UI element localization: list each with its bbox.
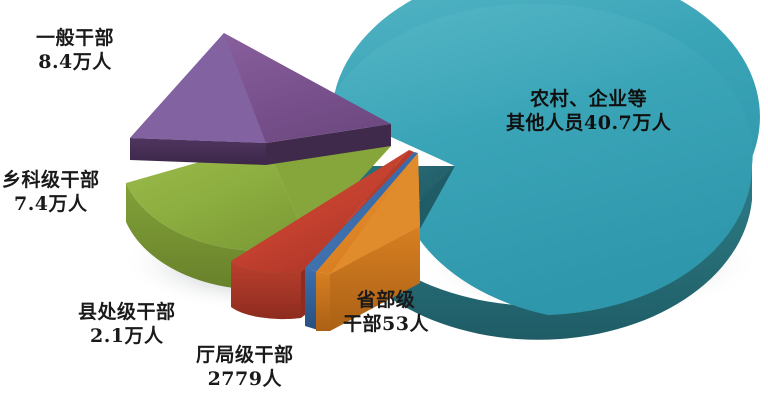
slice-township-top <box>126 143 306 251</box>
slice-general-cadre-top-left <box>130 33 266 143</box>
slice-general-cadre-side-wall <box>130 138 266 165</box>
slice-other-personnel-outer-wall <box>325 166 752 340</box>
slice-county-top <box>231 150 409 274</box>
label-township-section-cadre-line1: 乡科级干部 <box>2 169 100 191</box>
label-general-cadre-line2: 8.4万人 <box>38 51 112 74</box>
label-other-personnel-line1: 农村、企业等 <box>530 88 648 110</box>
label-bureau-level-cadre-line1: 厅局级干部 <box>196 344 294 366</box>
label-other-personnel-line2: 其他人员40.7万人 <box>506 112 672 135</box>
slice-provincial-side-wall <box>330 226 420 331</box>
slice-provincial-side-wall-left <box>316 272 330 331</box>
label-general-cadre-line1: 一般干部 <box>36 27 115 49</box>
label-bureau-level-cadre: 厅局级干部 2779人 <box>196 343 294 392</box>
slice-general-cadre[interactable] <box>130 33 391 165</box>
label-other-personnel: 农村、企业等 其他人员40.7万人 <box>506 87 671 136</box>
label-county-division-cadre: 县处级干部 2.1万人 <box>78 300 176 349</box>
label-provincial-ministerial-cadre-line2: 干部53人 <box>343 313 429 336</box>
slice-general-cadre-side-wall-right <box>266 124 391 165</box>
label-county-division-cadre-line2: 2.1万人 <box>89 325 164 348</box>
slice-provincial-top-inner <box>330 153 420 274</box>
label-township-section-cadre-line2: 7.4万人 <box>13 193 88 216</box>
label-county-division-cadre-line1: 县处级干部 <box>78 301 176 323</box>
slice-county-side-wall <box>231 261 301 320</box>
label-general-cadre: 一般干部 8.4万人 <box>36 26 114 75</box>
slice-bureau-level-cadre[interactable] <box>305 152 418 330</box>
slice-provincial-top <box>316 153 420 274</box>
label-provincial-ministerial-cadre-line1: 省部级 <box>356 289 416 311</box>
label-township-section-cadre: 乡科级干部 7.4万人 <box>2 168 100 217</box>
slice-other-personnel-top-face <box>327 3 753 315</box>
label-provincial-ministerial-cadre: 省部级 干部53人 <box>343 288 429 337</box>
slice-provincial-ministerial-cadre[interactable] <box>316 153 420 331</box>
slice-bureau-side-wall <box>305 268 318 330</box>
slice-township-top-highlight <box>266 143 391 239</box>
slice-bureau-top <box>305 152 418 272</box>
label-bureau-level-cadre-line2: 2779人 <box>207 368 282 391</box>
